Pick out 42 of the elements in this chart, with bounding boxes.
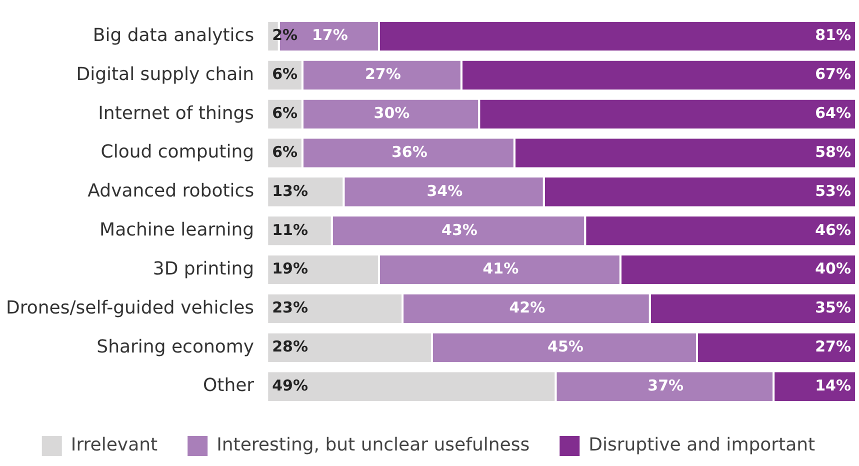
data-label: 64%: [815, 104, 851, 122]
data-label: 43%: [442, 220, 478, 239]
y-tick-label: Big data analytics: [92, 24, 254, 46]
data-label: 40%: [815, 260, 851, 278]
data-label: 19%: [272, 260, 308, 278]
data-label: 34%: [426, 182, 463, 200]
y-tick-label: 3D printing: [152, 258, 254, 280]
data-label: 49%: [272, 376, 308, 394]
legend-label: Irrelevant: [70, 434, 158, 456]
data-label: 6%: [272, 104, 298, 122]
data-label: 35%: [815, 298, 851, 317]
data-label: 53%: [815, 182, 851, 200]
data-label: 13%: [272, 182, 308, 200]
y-tick-label: Cloud computing: [100, 142, 254, 163]
data-label: 11%: [272, 220, 308, 239]
data-label: 14%: [815, 376, 851, 394]
data-label: 46%: [815, 220, 851, 239]
data-label: 58%: [815, 142, 851, 161]
y-tick-label: Digital supply chain: [76, 64, 254, 85]
data-label: 6%: [272, 65, 298, 84]
y-tick-label: Sharing economy: [96, 336, 254, 358]
data-label: 27%: [815, 338, 851, 356]
data-label: 36%: [391, 142, 428, 161]
legend-label: Disruptive and important: [588, 434, 816, 456]
data-label: 30%: [374, 104, 410, 122]
data-label: 6%: [272, 142, 298, 161]
data-label: 37%: [648, 376, 684, 394]
data-label: 67%: [815, 65, 851, 84]
data-label: 81%: [815, 26, 851, 44]
data-label: 28%: [272, 338, 308, 356]
data-label: 27%: [364, 65, 401, 84]
data-label: 45%: [548, 338, 584, 356]
data-label: 41%: [482, 260, 519, 278]
y-tick-label: Other: [202, 375, 255, 396]
y-tick-label: Internet of things: [98, 102, 254, 124]
y-tick-label: Machine learning: [100, 220, 254, 241]
y-tick-label: Advanced robotics: [88, 180, 254, 202]
data-label: 42%: [509, 298, 546, 317]
data-label: 17%: [312, 26, 348, 44]
y-tick-label: Drones/self-guided vehicles: [6, 297, 254, 318]
data-label: 23%: [272, 298, 308, 317]
legend-label: Interesting, but unclear usefulness: [216, 434, 530, 456]
